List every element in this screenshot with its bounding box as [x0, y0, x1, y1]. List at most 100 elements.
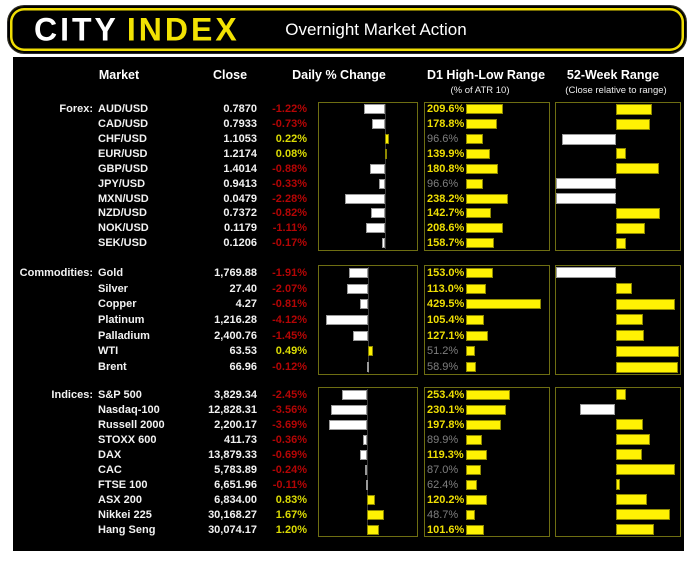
- week52-range-bar: [555, 178, 616, 190]
- week52-range-bar: [615, 419, 644, 430]
- close-value: 3,829.34: [214, 388, 257, 401]
- close-value: 0.7933: [223, 118, 257, 131]
- daily-change-value: 0.49%: [275, 345, 307, 358]
- week52-range-panel-forex: [555, 102, 681, 251]
- market-name: STOXX 600: [98, 433, 157, 446]
- d1-range-bar: [466, 208, 491, 219]
- market-name: Copper: [98, 298, 137, 311]
- daily-change-bar: [330, 404, 367, 415]
- daily-change-value: -0.17%: [272, 237, 307, 250]
- d1-range-bar: [466, 119, 498, 130]
- close-value: 6,651.96: [214, 478, 257, 491]
- d1-range-bar: [466, 346, 475, 357]
- week52-range-bar: [615, 479, 620, 490]
- city-index-logo: CITY INDEX: [34, 11, 240, 48]
- d1-range-value: 197.8%: [427, 418, 465, 431]
- daily-change-value: -0.11%: [272, 478, 307, 491]
- market-name: SEK/USD: [98, 237, 147, 250]
- week52-range-bar: [615, 298, 675, 310]
- d1-range-bar: [466, 283, 486, 294]
- daily-change-bar: [348, 267, 368, 278]
- d1-range-panel-commodities: [424, 265, 550, 375]
- week52-range-bar: [561, 133, 616, 145]
- close-value: 2,400.76: [214, 329, 257, 342]
- close-value: 4.27: [235, 298, 257, 311]
- daily-change-value: 0.08%: [275, 147, 307, 160]
- d1-range-bar: [466, 178, 483, 189]
- daily-change-value: -0.24%: [272, 463, 307, 476]
- daily-change-value: -0.73%: [272, 118, 307, 131]
- market-name: Nikkei 225: [98, 508, 152, 521]
- week52-range-bar: [615, 207, 660, 219]
- header-banner: CITY INDEX Overnight Market Action: [8, 6, 686, 53]
- d1-range-panel-forex: [424, 102, 550, 251]
- d1-range-bar: [466, 299, 542, 310]
- week52-range-bar: [615, 103, 652, 115]
- week52-range-bar: [615, 118, 651, 130]
- daily-change-value: 1.20%: [275, 523, 307, 536]
- d1-range-bar: [466, 223, 503, 234]
- market-name: CAD/USD: [98, 118, 149, 131]
- daily-change-panel-indices: [318, 387, 418, 537]
- market-name: Platinum: [98, 313, 145, 326]
- daily-change-bar: [329, 419, 367, 430]
- market-name: Russell 2000: [98, 418, 165, 431]
- d1-range-value: 230.1%: [427, 403, 465, 416]
- close-value: 1.4014: [223, 162, 257, 175]
- daily-change-bar: [363, 104, 385, 115]
- daily-change-value: -2.28%: [272, 192, 307, 205]
- daily-change-value: -0.36%: [272, 433, 307, 446]
- daily-change-value: -0.88%: [272, 162, 307, 175]
- daily-change-bar: [379, 178, 385, 189]
- daily-change-value: -0.81%: [272, 298, 307, 311]
- d1-range-value: 238.2%: [427, 192, 465, 205]
- daily-change-zero-axis: [367, 389, 368, 535]
- market-name: MXN/USD: [98, 192, 149, 205]
- close-value: 1.2174: [223, 147, 257, 160]
- close-value: 0.7372: [223, 207, 257, 220]
- column-header-d1-range: D1 High-Low Range: [426, 68, 546, 82]
- week52-range-bar: [615, 361, 678, 373]
- close-value: 30,168.27: [208, 508, 257, 521]
- d1-range-bar: [466, 524, 484, 535]
- d1-range-value: 253.4%: [427, 388, 465, 401]
- close-value: 0.1206: [223, 237, 257, 250]
- daily-change-bar: [342, 389, 367, 400]
- close-value: 12,828.31: [208, 403, 257, 416]
- d1-range-value: 48.7%: [427, 508, 459, 521]
- d1-range-value: 89.9%: [427, 433, 459, 446]
- d1-range-value: 101.6%: [427, 523, 465, 536]
- close-value: 1.1053: [223, 133, 257, 146]
- d1-range-value: 87.0%: [427, 463, 459, 476]
- d1-range-value: 208.6%: [427, 222, 465, 235]
- week52-range-bar: [615, 148, 627, 160]
- d1-range-value: 113.0%: [427, 282, 464, 295]
- week52-range-bar: [615, 237, 627, 249]
- d1-range-bar: [466, 404, 507, 415]
- daily-change-bar: [385, 148, 387, 159]
- close-value: 1,769.88: [214, 266, 257, 279]
- close-value: 6,834.00: [214, 493, 257, 506]
- week52-range-bar: [615, 494, 648, 505]
- market-table-board: Market Close Daily % Change D1 High-Low …: [13, 57, 684, 551]
- d1-range-value: 158.7%: [427, 237, 465, 250]
- daily-change-bar: [370, 208, 385, 219]
- daily-change-bar: [325, 314, 368, 325]
- d1-range-bar: [466, 330, 489, 341]
- week52-range-bar: [615, 509, 671, 520]
- market-name: Hang Seng: [98, 523, 156, 536]
- week52-range-bar: [615, 283, 632, 295]
- daily-change-panel-commodities: [318, 265, 418, 375]
- d1-range-bar: [466, 509, 475, 520]
- d1-range-value: 142.7%: [427, 207, 465, 220]
- daily-change-zero-axis: [385, 104, 386, 249]
- daily-change-value: -3.69%: [272, 418, 307, 431]
- column-header-close: Close: [212, 68, 248, 82]
- market-name: GBP/USD: [98, 162, 149, 175]
- daily-change-bar: [346, 283, 368, 294]
- d1-range-value: 180.8%: [427, 162, 465, 175]
- market-name: AUD/USD: [98, 103, 149, 116]
- daily-change-bar: [353, 330, 368, 341]
- week52-range-bar: [555, 267, 616, 279]
